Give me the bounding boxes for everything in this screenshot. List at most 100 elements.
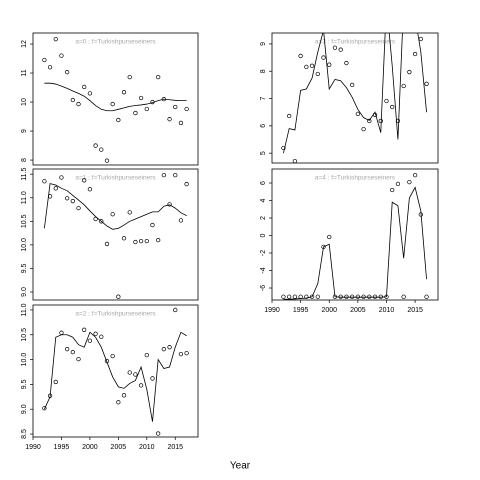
point xyxy=(42,57,47,63)
point xyxy=(47,194,53,199)
x-tick-label: 2005 xyxy=(350,307,366,314)
point xyxy=(167,117,172,122)
x-tick-label: 2010 xyxy=(139,444,155,451)
panel-title: a=4 : f=Turkishpurseseiners xyxy=(315,175,396,182)
point xyxy=(349,82,355,88)
point xyxy=(121,393,127,398)
point xyxy=(372,294,378,299)
y-tick-label: 9.0 xyxy=(21,404,28,414)
point xyxy=(87,338,93,343)
point xyxy=(167,345,172,350)
x-tick-label: 2010 xyxy=(379,307,395,314)
point xyxy=(361,126,366,132)
point xyxy=(298,53,303,59)
point xyxy=(344,294,349,299)
point xyxy=(309,63,315,68)
point xyxy=(338,294,343,299)
point xyxy=(390,104,395,110)
point xyxy=(87,187,93,192)
x-tick-label: 2000 xyxy=(82,444,98,451)
y-tick-label: 8 xyxy=(260,69,267,73)
y-tick-label: 12 xyxy=(21,40,28,48)
point xyxy=(161,347,167,352)
point xyxy=(150,222,155,228)
point xyxy=(93,143,98,148)
point xyxy=(384,294,389,299)
point xyxy=(309,294,315,299)
point xyxy=(76,356,81,362)
x-tick-label: 1990 xyxy=(25,444,41,451)
point xyxy=(150,376,155,381)
panel: a=2 : f=Turkishpurseseiners 8.5 9.0 9.5 10.0… xyxy=(21,303,199,451)
y-tick-label: 10.0 xyxy=(21,238,28,252)
point xyxy=(53,379,58,385)
point xyxy=(407,179,412,185)
point xyxy=(361,294,366,299)
plot-frame xyxy=(271,168,439,301)
point xyxy=(150,99,155,105)
point xyxy=(127,74,132,80)
point xyxy=(292,294,298,299)
point xyxy=(338,47,343,52)
point xyxy=(418,212,423,217)
panel: a=3 : f=Turkishpurseseiners 5 6 7 8 9 xyxy=(260,32,439,164)
point xyxy=(412,172,418,178)
y-tick-label: 10 xyxy=(21,98,28,106)
point xyxy=(59,330,64,335)
point xyxy=(287,294,292,299)
x-tick-label: 2015 xyxy=(167,444,183,451)
point xyxy=(349,294,355,299)
point xyxy=(138,383,144,388)
point xyxy=(59,53,64,58)
y-tick-label: 10.0 xyxy=(21,353,28,367)
point xyxy=(184,350,189,356)
point xyxy=(70,349,75,355)
x-axis-label: Year xyxy=(230,461,251,472)
panel: a=0 : f=Turkishpurseseiners 8 9 10 11 12 xyxy=(21,32,199,166)
point xyxy=(161,96,167,102)
point xyxy=(93,216,98,222)
y-tick-label: 9 xyxy=(260,42,267,46)
point xyxy=(390,187,395,193)
x-tick-label: 2000 xyxy=(321,307,337,314)
point xyxy=(110,353,115,359)
point xyxy=(104,358,110,364)
point xyxy=(64,70,70,75)
point xyxy=(76,205,81,211)
point xyxy=(355,111,361,116)
point xyxy=(161,172,167,178)
point xyxy=(184,181,189,187)
y-tick-label: -4 xyxy=(260,267,267,273)
point xyxy=(298,294,303,299)
point xyxy=(321,244,326,250)
point xyxy=(121,90,127,95)
point xyxy=(87,91,93,96)
point xyxy=(378,118,383,124)
point xyxy=(178,120,184,126)
fit-line xyxy=(283,186,427,300)
x-tick-label: 1995 xyxy=(54,444,70,451)
y-tick-label: 11.0 xyxy=(21,191,28,204)
point xyxy=(156,238,161,243)
point xyxy=(53,36,58,42)
point xyxy=(116,117,121,123)
point xyxy=(99,334,104,339)
point xyxy=(99,219,104,224)
point xyxy=(82,84,87,90)
point xyxy=(173,104,178,110)
point xyxy=(424,81,429,86)
point xyxy=(367,294,372,299)
point xyxy=(156,74,161,80)
point xyxy=(104,158,110,163)
y-tick-label: 11.0 xyxy=(21,303,28,316)
point xyxy=(42,179,47,184)
y-tick-label: 8.5 xyxy=(21,429,28,439)
point xyxy=(127,370,132,375)
y-tick-label: 10.5 xyxy=(21,328,28,342)
x-tick-label: 2015 xyxy=(407,307,423,314)
panel-title: a=2 : f=Turkishpurseseiners xyxy=(75,311,156,318)
y-tick-label: 7 xyxy=(260,96,267,100)
point xyxy=(178,218,184,223)
point xyxy=(167,202,172,207)
